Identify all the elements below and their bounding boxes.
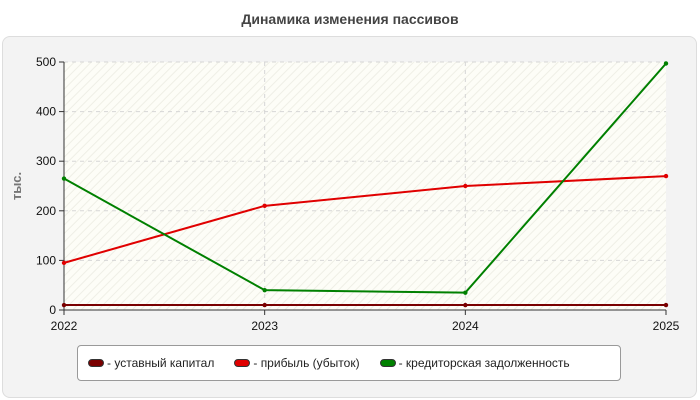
x-tick-label: 2024 (452, 319, 479, 333)
series-point-2 (463, 290, 468, 295)
series-line-2 (63, 62, 667, 294)
series-point-0 (262, 302, 267, 308)
series-point-2 (61, 176, 67, 181)
series-point-1 (463, 183, 468, 189)
plot-area (64, 62, 666, 310)
legend-label-payables: - кредиторская задолженность (398, 356, 570, 370)
series-point-0 (663, 302, 669, 308)
series-point-1 (61, 260, 67, 266)
x-tick-label: 2022 (51, 319, 78, 333)
y-tick-label: 0 (49, 303, 56, 317)
legend-swatch-payables (379, 359, 396, 367)
x-tick-label: 2023 (251, 319, 278, 333)
y-tick-label: 200 (36, 204, 56, 218)
legend-swatch-profit (234, 359, 251, 367)
series-point-2 (663, 61, 669, 66)
legend-label-profit: - прибыль (убыток) (253, 356, 360, 370)
series-point-1 (262, 203, 267, 209)
y-tick-label: 100 (36, 253, 56, 267)
legend-label-capital: - уставный капитал (107, 356, 215, 370)
legend-item-payables[interactable]: - кредиторская задолженность (379, 356, 570, 370)
legend-item-capital[interactable]: - уставный капитал (88, 356, 214, 370)
legend-swatch-capital (88, 359, 104, 367)
y-tick-label: 400 (36, 105, 56, 119)
chart-legend: - уставный капитал - прибыль (убыток) - … (77, 345, 621, 381)
series-point-2 (262, 287, 267, 293)
x-tick-label: 2025 (653, 319, 680, 333)
chart-title: Динамика изменения пассивов (241, 11, 459, 27)
series-point-1 (663, 173, 669, 179)
legend-item-profit[interactable]: - прибыль (убыток) (234, 356, 360, 370)
y-tick-label: 300 (36, 154, 56, 168)
y-axis-label: тыс. (9, 172, 24, 200)
y-tick-label: 500 (36, 55, 56, 69)
series-point-0 (61, 302, 67, 308)
series-point-0 (463, 302, 468, 308)
